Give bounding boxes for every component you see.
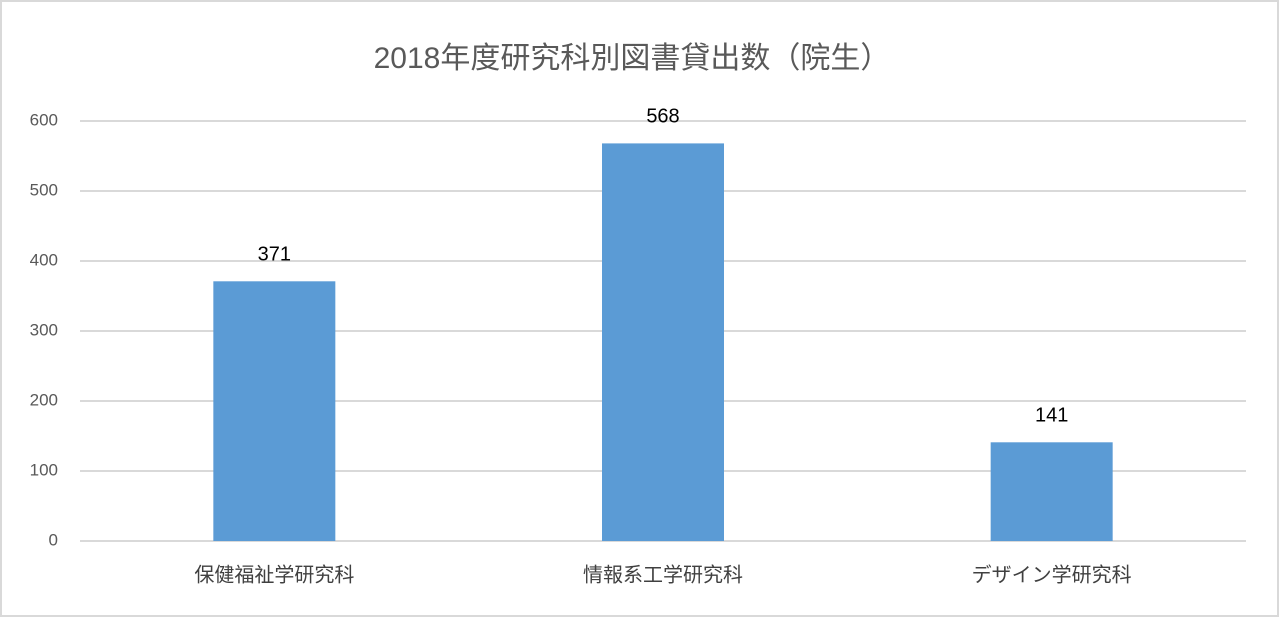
y-tick-label: 500 [30,180,58,199]
y-tick-label: 300 [30,320,58,339]
y-tick-label: 100 [30,460,58,479]
data-label: 568 [646,106,679,128]
bar [602,143,724,541]
y-tick-label: 400 [30,250,58,269]
y-tick-label: 0 [49,530,58,549]
data-label: 371 [258,244,291,266]
chart-title: 2018年度研究科別図書貸出数（院生） [374,42,891,75]
x-tick-label: デザイン学研究科 [972,563,1132,586]
x-tick-label: 情報系工学研究科 [583,563,743,586]
x-tick-label: 保健福祉学研究科 [194,563,354,586]
bar [990,442,1113,541]
y-tick-label: 200 [30,390,58,409]
bar [213,281,336,541]
y-tick-label: 600 [30,110,58,129]
data-label: 141 [1035,405,1068,427]
